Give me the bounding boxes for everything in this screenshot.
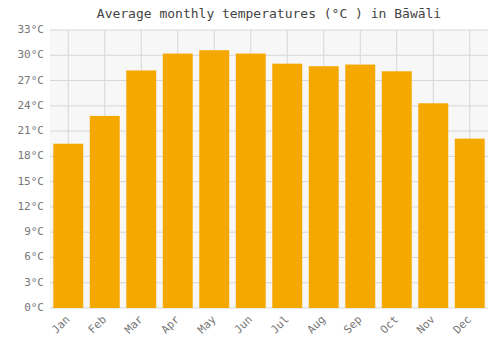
x-tick-label: Apr — [159, 313, 183, 337]
x-tick-label: Jul — [268, 313, 291, 336]
bar — [382, 71, 412, 308]
y-grid-line — [50, 55, 488, 56]
bar — [163, 54, 193, 308]
bar — [272, 64, 302, 308]
bar — [455, 139, 485, 308]
x-tick-label: Dec — [451, 313, 474, 336]
x-tick-label: Mar — [122, 313, 146, 337]
bar — [126, 70, 156, 308]
x-tick-label: Jun — [232, 313, 255, 336]
x-tick-label: Sep — [341, 313, 364, 336]
bar — [90, 116, 120, 308]
bar — [418, 103, 448, 308]
bar — [53, 144, 83, 308]
title: Average monthly temperatures (°C ) in Bā… — [97, 6, 441, 21]
bars — [53, 50, 484, 308]
y-grid-line — [50, 80, 488, 81]
y-tick-label: 15°C — [18, 175, 45, 188]
y-tick-label: 24°C — [18, 99, 45, 112]
y-grid-line — [50, 30, 488, 31]
y-tick-label: 12°C — [18, 200, 45, 213]
y-tick-label: 9°C — [24, 225, 44, 238]
y-tick-label: 3°C — [24, 276, 44, 289]
y-tick-label: 27°C — [18, 74, 45, 87]
x-tick-label: May — [195, 313, 219, 337]
bar — [199, 50, 229, 308]
bar — [236, 54, 266, 308]
y-tick-label: 6°C — [24, 250, 44, 263]
bar — [309, 66, 339, 308]
x-tick-label: Oct — [378, 313, 401, 336]
y-tick-label: 21°C — [18, 124, 45, 137]
plot-area — [50, 30, 488, 308]
y-tick-label: 30°C — [18, 48, 45, 61]
y-tick-label: 18°C — [18, 149, 45, 162]
y-tick-label: 33°C — [18, 23, 45, 36]
x-tick-label: Jan — [49, 313, 72, 336]
x-tick-label: Aug — [305, 313, 328, 336]
x-tick-label: Feb — [86, 313, 109, 336]
x-tick-label: Nov — [414, 313, 438, 337]
y-tick-label: 0°C — [24, 301, 44, 314]
chart: 0°C 3°C 6°C 9°C 12°C 15°C 18°C 21°C 24°C 27°C 30°C… — [0, 0, 500, 350]
bar — [345, 65, 375, 308]
